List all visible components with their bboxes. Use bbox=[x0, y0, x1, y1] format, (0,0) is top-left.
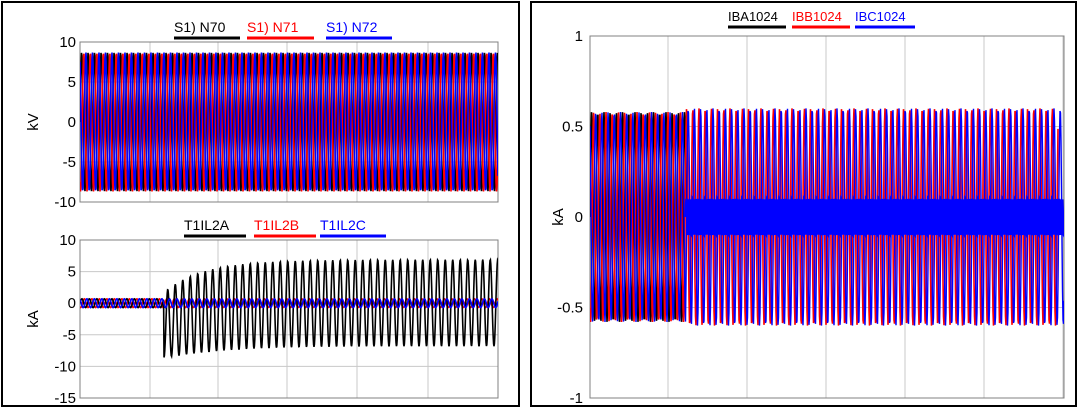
legend-entry: T1IL2B bbox=[254, 217, 299, 233]
chart-2-series bbox=[80, 257, 498, 360]
legend-entry: S1) N71 bbox=[247, 19, 299, 35]
y-tick-label: -5 bbox=[63, 154, 76, 171]
legend-entry: S1) N70 bbox=[174, 19, 226, 35]
series-line-ibc1024 bbox=[590, 108, 1064, 326]
y-tick-label: -10 bbox=[54, 194, 76, 211]
y-axis-label: kA bbox=[550, 208, 567, 226]
legend-entry: IBA1024 bbox=[728, 9, 778, 24]
y-axis-label: kV bbox=[25, 113, 42, 131]
y-tick-label: 0.5 bbox=[562, 119, 583, 136]
y-tick-label: 10 bbox=[59, 34, 76, 51]
legend-entry: S1) N72 bbox=[326, 19, 378, 35]
y-tick-label: -5 bbox=[63, 327, 76, 344]
y-tick-label: 5 bbox=[68, 74, 76, 91]
y-tick-label: 5 bbox=[68, 264, 76, 281]
y-tick-label: 0 bbox=[68, 295, 76, 312]
y-axis-label: kA bbox=[25, 310, 42, 328]
chart-1-series bbox=[80, 52, 498, 192]
y-tick-label: -10 bbox=[54, 358, 76, 375]
y-tick-label: -1 bbox=[570, 390, 583, 407]
legend-entry: T1IL2A bbox=[184, 217, 230, 233]
chart-2-axes: 10 5 0 -5 -10 -15 kA T1IL2A T1IL2B T1IL2C bbox=[25, 217, 499, 407]
y-tick-label: 0 bbox=[68, 114, 76, 131]
chart-3-series bbox=[590, 108, 1064, 326]
series-line-s1n72 bbox=[80, 52, 498, 191]
y-tick-label: -0.5 bbox=[557, 300, 583, 317]
plot-frame bbox=[79, 239, 499, 399]
y-tick-label: -15 bbox=[54, 390, 76, 407]
series-line-t1il2c-overlay bbox=[80, 297, 498, 309]
legend-entry: IBC1024 bbox=[855, 9, 906, 24]
series-line-t1il2a bbox=[80, 257, 498, 360]
legend-entry: IBB1024 bbox=[792, 9, 842, 24]
y-tick-label: 10 bbox=[59, 232, 76, 249]
y-tick-label: 0 bbox=[575, 209, 583, 226]
series-band-ibc1024 bbox=[684, 194, 1064, 240]
legend-entry: T1IL2C bbox=[320, 217, 366, 233]
y-tick-label: 1 bbox=[575, 28, 583, 45]
